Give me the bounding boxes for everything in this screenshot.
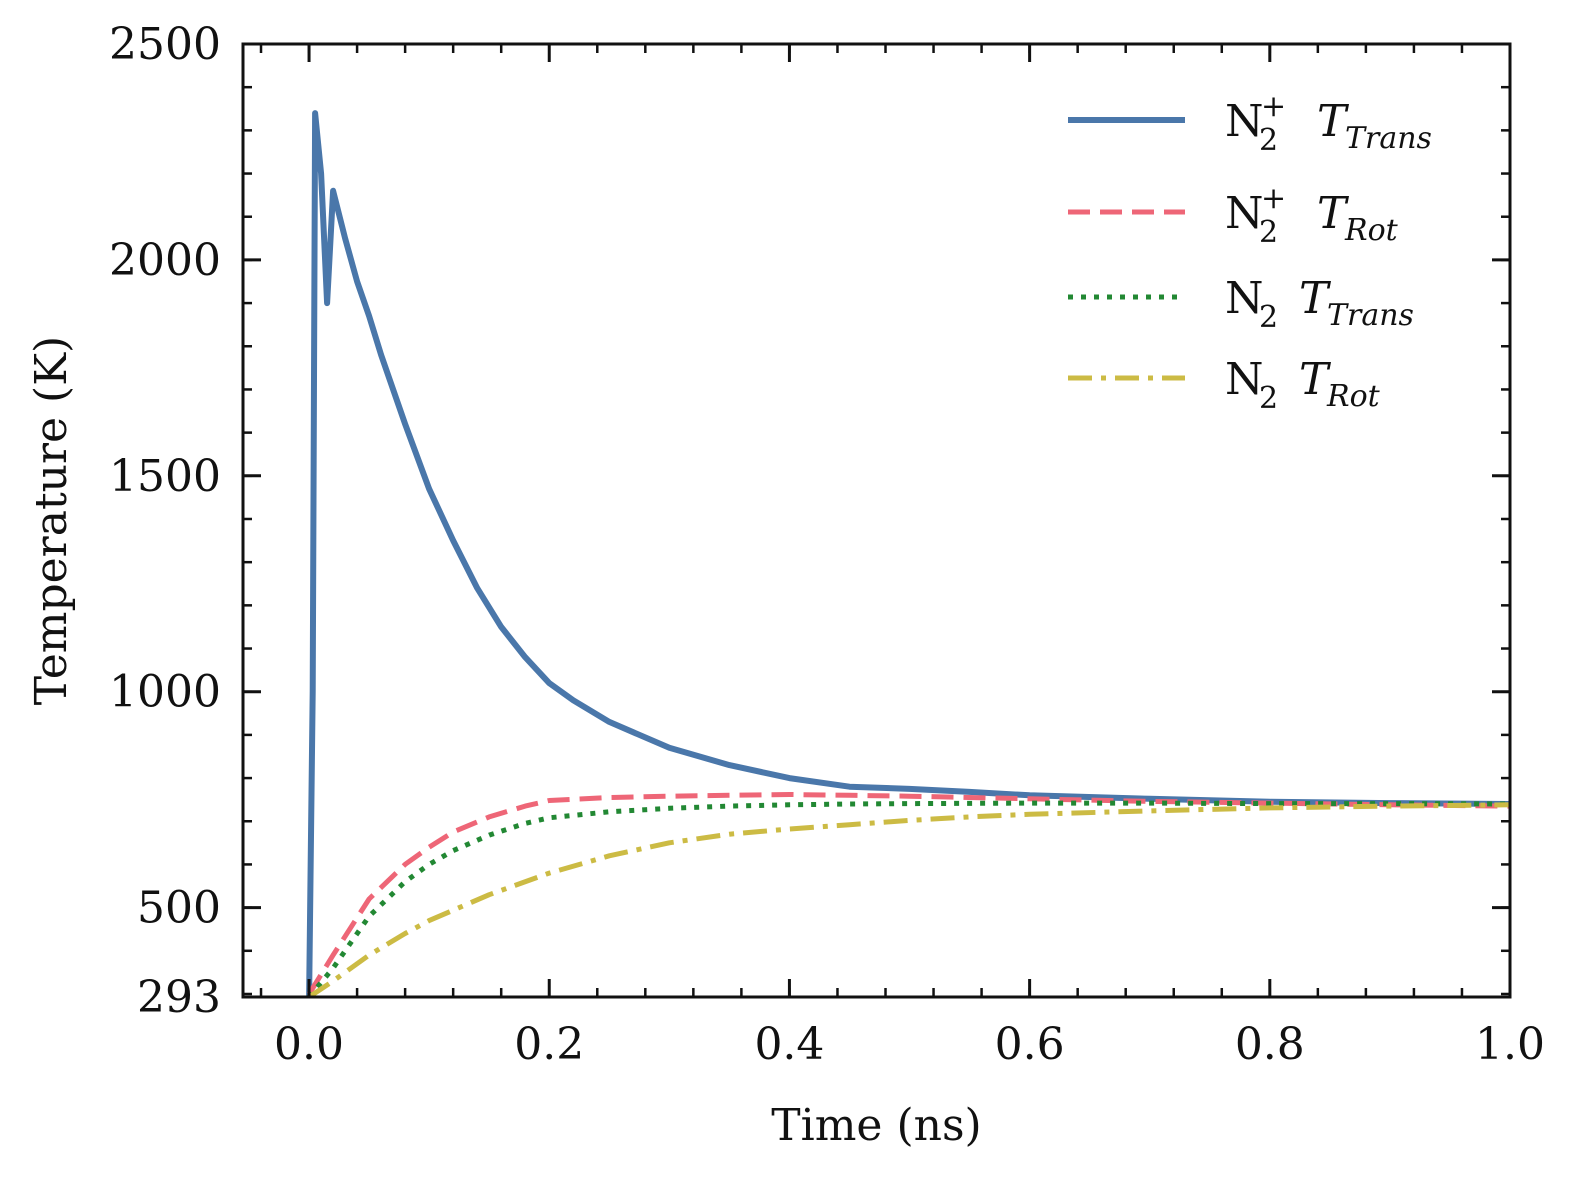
legend-label-variable: T [1317, 188, 1350, 239]
x-tick-label: 0.2 [514, 1019, 584, 1070]
y-axis-title: Temperature (K) [26, 336, 77, 705]
legend-label-3: N [1225, 273, 1264, 324]
y-tick-label: 2000 [109, 235, 221, 286]
y-tick-label: 1000 [109, 667, 221, 718]
series-line-1 [306, 110, 1510, 997]
x-tick-label: 1.0 [1475, 1019, 1545, 1070]
legend-label-4: N [1225, 354, 1264, 405]
x-axis-title: Time (ns) [771, 1100, 981, 1151]
y-tick-label: 1500 [109, 451, 221, 502]
legend-label-variable-subscript: Rot [1344, 213, 1399, 248]
x-tick-label: 0.8 [1235, 1019, 1305, 1070]
legend-label-subscript: 2 [1259, 381, 1278, 416]
legend-label-subscript: 2 [1259, 215, 1278, 250]
series-line-3 [307, 800, 1510, 997]
legend-label-variable-subscript: Rot [1326, 379, 1381, 414]
legend-label-variable-subscript: Trans [1327, 298, 1414, 333]
y-tick-label: 293 [137, 972, 221, 1023]
x-tick-label: 0.4 [754, 1019, 824, 1070]
legend-label-subscript: 2 [1259, 300, 1278, 335]
x-tick-label: 0.0 [274, 1019, 344, 1070]
y-tick-label: 2500 [109, 19, 221, 70]
x-tick-label: 0.6 [995, 1019, 1065, 1070]
legend-label-variable: T [1299, 273, 1332, 324]
series-layer [306, 110, 1510, 997]
legend-label-variable: T [1317, 96, 1350, 147]
plot-frame [241, 42, 1512, 999]
legend-label-superscript: + [1261, 89, 1286, 124]
legend-label-1: N [1225, 96, 1264, 147]
series-line-4 [307, 802, 1510, 997]
legend-label-variable: T [1299, 354, 1332, 405]
legend-label-subscript: 2 [1259, 123, 1278, 158]
series-line-2 [306, 792, 1510, 996]
axes-layer: 0.0 0.2 0.4 0.6 0.8 1.0 293 500 1000 1500 2000 2500 [109, 19, 1545, 1070]
legend-label-superscript: + [1261, 181, 1286, 216]
legend-label-variable-subscript: Trans [1345, 121, 1432, 156]
legend-label-2: N [1225, 188, 1264, 239]
y-tick-label: 500 [137, 883, 221, 934]
